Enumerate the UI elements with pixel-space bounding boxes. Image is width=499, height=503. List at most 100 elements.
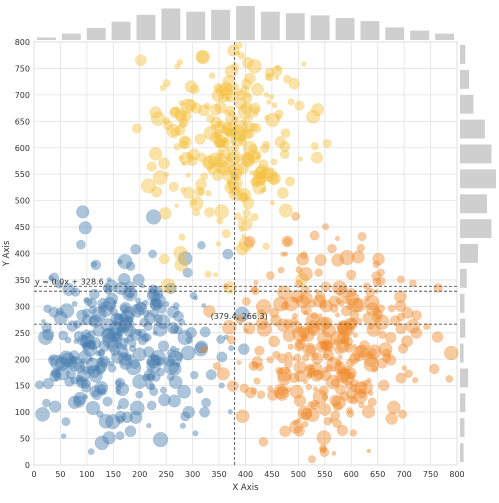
scatter-point <box>335 359 343 367</box>
scatter-point <box>349 309 360 320</box>
scatter-point <box>203 154 218 170</box>
scatter-point <box>268 335 281 348</box>
scatter-point <box>284 359 293 369</box>
scatter-point <box>396 312 406 322</box>
scatter-point <box>164 171 170 178</box>
scatter-point <box>101 328 116 343</box>
scatter-point <box>385 412 398 425</box>
histogram-bar <box>460 45 466 64</box>
scatter-point <box>292 326 308 342</box>
scatter-point <box>223 109 230 116</box>
scatter-point <box>250 177 260 187</box>
histogram-bar <box>285 13 305 40</box>
scatter-point <box>58 330 69 341</box>
scatter-point <box>188 148 200 161</box>
scatter-point <box>81 332 95 346</box>
scatter-point <box>321 338 333 351</box>
scatter-point <box>262 242 270 251</box>
scatter-point <box>229 168 243 181</box>
scatter-point <box>48 275 54 281</box>
scatter-point <box>206 166 212 172</box>
scatter-point <box>107 363 117 373</box>
scatter-point <box>117 259 123 265</box>
scatter-point <box>213 134 227 148</box>
scatter-point <box>298 266 313 281</box>
scatter-point <box>226 152 241 167</box>
y-tick-label: 0 <box>25 461 30 470</box>
scatter-point <box>121 411 133 424</box>
scatter-point <box>118 313 129 323</box>
scatter-point <box>102 431 116 445</box>
scatter-point <box>311 352 324 365</box>
scatter-point <box>240 101 254 115</box>
scatter-point <box>222 136 229 144</box>
scatter-point <box>282 74 292 84</box>
scatter-point <box>317 313 323 319</box>
scatter-point <box>378 342 393 357</box>
scatter-point <box>111 350 125 364</box>
scatter-point <box>382 348 392 359</box>
scatter-point <box>106 339 120 352</box>
scatter-point <box>336 321 349 333</box>
scatter-point <box>214 101 227 114</box>
scatter-point <box>84 297 93 306</box>
scatter-point <box>267 385 274 392</box>
scatter-point <box>281 235 294 248</box>
scatter-point <box>238 236 254 252</box>
scatter-point <box>252 180 267 195</box>
histogram-bar <box>460 119 485 139</box>
scatter-point <box>252 106 260 114</box>
scatter-point <box>282 329 296 342</box>
scatter-point <box>276 318 290 332</box>
scatter-point <box>81 342 88 349</box>
scatter-point <box>174 108 188 121</box>
scatter-point <box>94 364 100 370</box>
scatter-point <box>53 376 59 382</box>
scatter-point <box>294 100 305 111</box>
scatter-point <box>80 320 86 326</box>
scatter-point <box>219 147 231 160</box>
x-tick-label: 400 <box>238 470 253 479</box>
scatter-point <box>164 356 175 367</box>
scatter-point <box>332 280 347 296</box>
scatter-point <box>365 351 373 359</box>
scatter-point <box>382 353 392 363</box>
scatter-point <box>181 160 187 166</box>
top-marginal-histogram <box>37 6 454 41</box>
scatter-point <box>119 357 132 370</box>
scatter-point <box>309 362 323 376</box>
scatter-point <box>149 297 163 311</box>
scatter-point <box>203 126 218 140</box>
scatter-point <box>73 330 84 342</box>
scatter-point <box>117 254 133 270</box>
scatter-point <box>234 128 247 141</box>
scatter-point <box>337 354 343 360</box>
scatter-point <box>337 321 353 337</box>
scatter-point <box>293 425 305 437</box>
scatter-point <box>423 322 431 331</box>
scatter-point <box>249 122 259 132</box>
scatter-point <box>142 310 150 318</box>
scatter-point <box>346 303 353 311</box>
scatter-point <box>137 335 148 346</box>
scatter-point <box>328 295 341 307</box>
scatter-point <box>320 370 332 382</box>
scatter-point <box>241 296 251 306</box>
scatter-point <box>328 417 335 423</box>
right-marginal-histogram <box>460 45 496 462</box>
scatter-point <box>173 143 181 151</box>
scatter-point <box>142 373 151 382</box>
scatter-point <box>80 378 91 389</box>
scatter-point <box>334 345 344 355</box>
scatter-point <box>123 353 129 359</box>
mean-point-label: (379.4, 266.3) <box>211 312 268 321</box>
scatter-point <box>351 345 368 362</box>
scatter-point <box>159 84 166 92</box>
scatter-point <box>240 85 250 94</box>
scatter-point <box>233 115 240 121</box>
scatter-point <box>279 425 292 438</box>
scatter-point <box>236 360 242 366</box>
scatter-point <box>395 372 407 384</box>
scatter-point <box>297 405 313 421</box>
